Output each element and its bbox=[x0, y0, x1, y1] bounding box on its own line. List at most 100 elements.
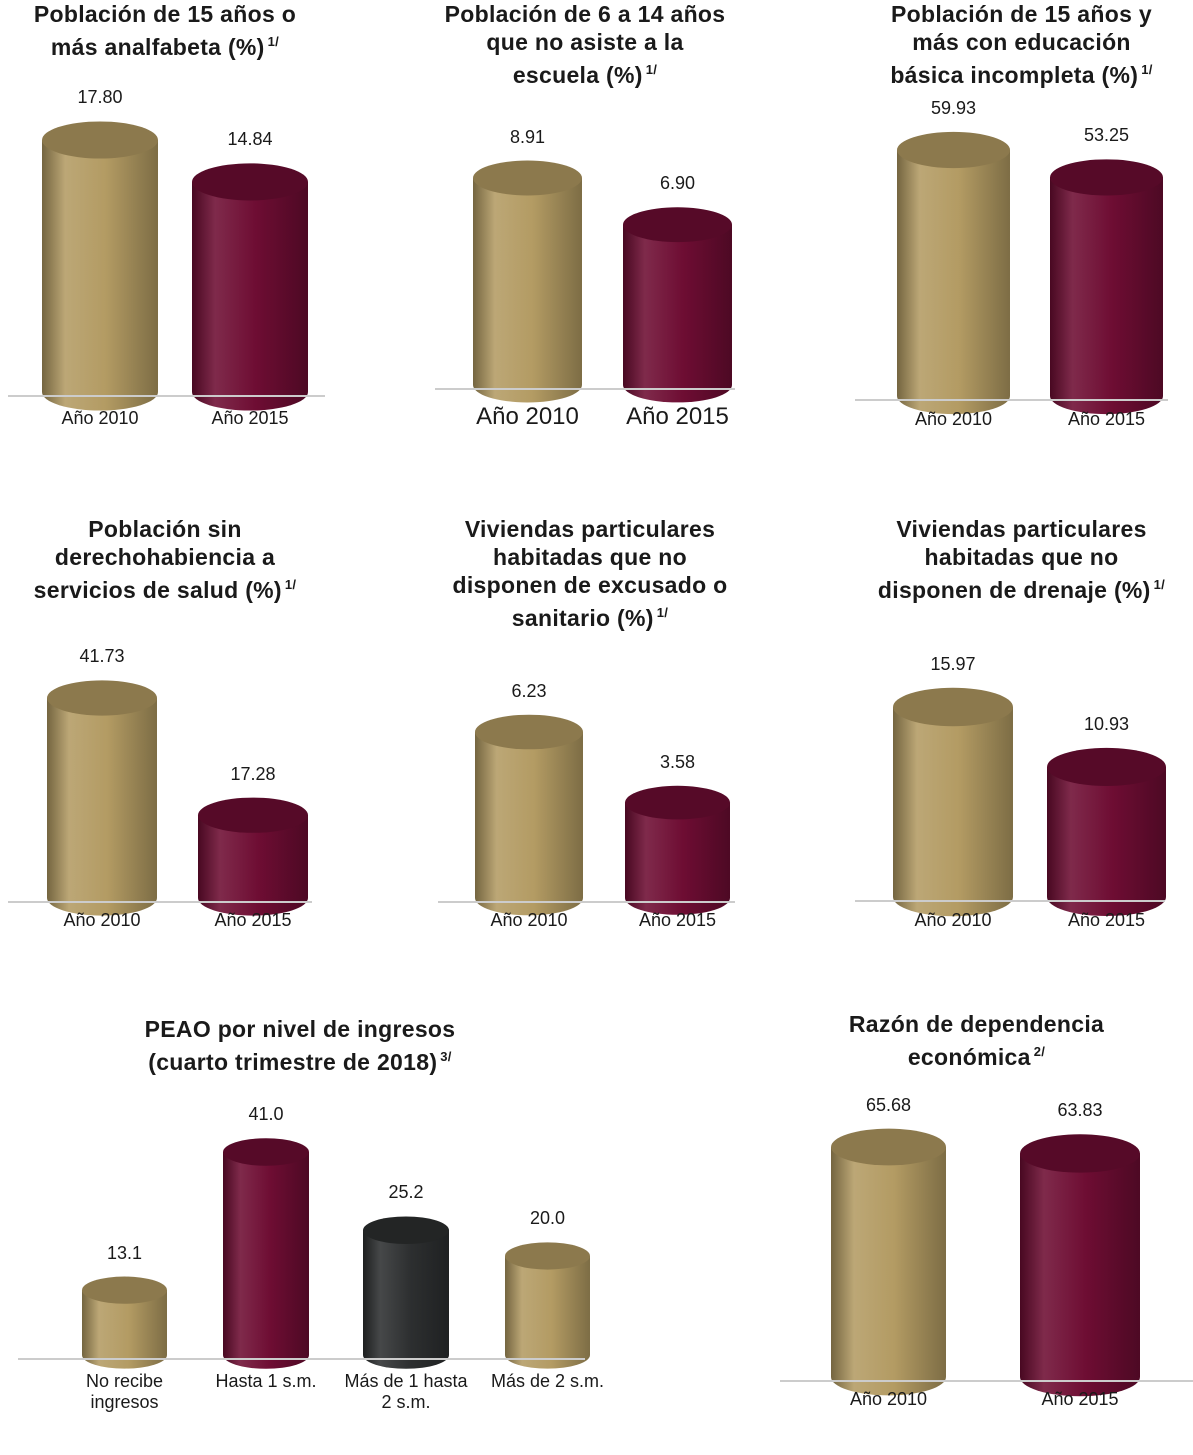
category-label: Año 2010 bbox=[63, 910, 141, 930]
data-label: 13.1 bbox=[106, 1242, 143, 1263]
bar bbox=[893, 687, 1013, 917]
bar-top bbox=[223, 1138, 309, 1166]
chart-no-asiste: Población de 6 a 14 años que no asiste a … bbox=[430, 0, 740, 440]
chart-title-line: que no asiste a la bbox=[430, 28, 740, 56]
bar bbox=[831, 1128, 946, 1396]
category-label: Año 2010 bbox=[490, 910, 568, 930]
category-label: Año 2010 bbox=[61, 408, 139, 428]
category-label: Año 2015 bbox=[626, 403, 729, 430]
data-label: 41.0 bbox=[248, 1104, 284, 1125]
footnote-marker: 1/ bbox=[267, 34, 280, 49]
chart-plot bbox=[780, 1128, 1193, 1397]
chart-title-text: disponen de drenaje (%) bbox=[877, 577, 1151, 603]
chart-plot bbox=[8, 680, 312, 916]
bar-top bbox=[82, 1276, 167, 1304]
bar-body bbox=[625, 802, 730, 915]
bar-top bbox=[192, 163, 308, 201]
data-label: 15.97 bbox=[930, 653, 976, 674]
data-label: 10.93 bbox=[1083, 713, 1130, 734]
chart-title-line: (cuarto trimestre de 2018) 3/ bbox=[0, 1043, 600, 1076]
bar bbox=[1047, 747, 1166, 917]
chart-title: Viviendas particulares habitadas que no di… bbox=[850, 515, 1193, 604]
category-label: Año 2015 bbox=[214, 910, 292, 930]
data-label: 3.58 bbox=[659, 751, 696, 772]
bar-top bbox=[363, 1216, 449, 1244]
bar-top bbox=[831, 1128, 946, 1166]
chart-title-text: más analfabeta (%) bbox=[50, 34, 265, 60]
chart-dependencia: Razón de dependencia económica 2/65.68 Año … bbox=[760, 1010, 1193, 1450]
bar-top bbox=[198, 797, 308, 833]
chart-title-line: habitadas que no bbox=[430, 543, 750, 571]
category-label: Año 2015 bbox=[638, 910, 717, 930]
chart-title-line: Viviendas particulares bbox=[430, 515, 750, 543]
chart-title: Población sin derechohabiencia a servicios… bbox=[0, 515, 330, 604]
bar bbox=[363, 1216, 449, 1369]
bar-top bbox=[897, 131, 1010, 169]
data-label: 17.28 bbox=[230, 763, 276, 784]
chart-title: Población de 15 años o más analfabeta (%)… bbox=[0, 0, 330, 61]
chart-title-line: Población de 6 a 14 años bbox=[430, 0, 740, 28]
bar-body bbox=[831, 1147, 946, 1396]
chart-title-text: (cuarto trimestre de 2018) bbox=[148, 1049, 438, 1075]
bar-body bbox=[82, 1290, 167, 1369]
data-label: 41.73 bbox=[79, 646, 125, 667]
chart-title-text: sanitario (%) bbox=[511, 605, 654, 631]
data-label: 53.25 bbox=[1083, 125, 1130, 146]
bar-body bbox=[1047, 766, 1166, 917]
chart-analfabeta: Población de 15 años o más analfabeta (%)… bbox=[0, 0, 330, 440]
bar-body bbox=[42, 140, 158, 411]
chart-title-text: habitadas que no bbox=[924, 544, 1119, 570]
bar-body bbox=[363, 1230, 449, 1369]
bar bbox=[623, 207, 732, 403]
bar-top bbox=[473, 160, 582, 196]
chart-title-text: que no asiste a la bbox=[486, 29, 684, 55]
chart-title-line: Población de 15 años o bbox=[0, 0, 330, 28]
chart-title-text: escuela (%) bbox=[512, 62, 643, 88]
category-label: Año 2010 bbox=[476, 403, 579, 430]
bar-body bbox=[623, 224, 732, 403]
category-label: Año 2015 bbox=[211, 408, 289, 428]
chart-title-line: habitadas que no bbox=[850, 543, 1193, 571]
category-label: Año 2015 bbox=[1067, 409, 1146, 429]
footnote-marker: 1/ bbox=[1153, 577, 1166, 592]
category-label: Más de 1 hasta 2 s.m. bbox=[344, 1371, 468, 1412]
bar-top bbox=[47, 680, 157, 716]
bar bbox=[192, 163, 308, 411]
bar bbox=[198, 797, 308, 916]
category-label: Hasta 1 s.m. bbox=[215, 1371, 317, 1391]
chart-title-text: Viviendas particulares bbox=[464, 516, 716, 542]
data-label: 14.84 bbox=[227, 129, 273, 150]
chart-title-line: disponen de excusado o bbox=[430, 571, 750, 599]
bar bbox=[42, 121, 158, 411]
chart-title-text: Viviendas particulares bbox=[896, 516, 1147, 542]
chart-title-text: Población sin bbox=[88, 516, 242, 542]
bar bbox=[223, 1138, 309, 1369]
bar-top bbox=[42, 121, 158, 159]
bar-top bbox=[475, 714, 583, 750]
chart-plot bbox=[8, 121, 325, 411]
bar-body bbox=[1050, 177, 1163, 415]
chart-title-text: más con educación bbox=[912, 29, 1131, 55]
chart-title-line: Población de 15 años y bbox=[850, 0, 1193, 28]
footnote-marker: 1/ bbox=[1141, 62, 1153, 77]
bar-body bbox=[223, 1152, 309, 1369]
chart-title: PEAO por nivel de ingresos (cuarto trimes… bbox=[0, 1015, 600, 1076]
chart-title-text: servicios de salud (%) bbox=[33, 577, 282, 603]
chart-title-line: servicios de salud (%) 1/ bbox=[0, 571, 330, 604]
bar bbox=[505, 1242, 590, 1369]
chart-title-line: disponen de drenaje (%) 1/ bbox=[850, 571, 1193, 604]
bar-top bbox=[1047, 747, 1166, 787]
chart-plot bbox=[855, 687, 1166, 917]
bar-body bbox=[893, 707, 1013, 917]
chart-title-line: derechohabiencia a bbox=[0, 543, 330, 571]
bar-body bbox=[198, 815, 308, 916]
data-label: 59.93 bbox=[930, 97, 977, 118]
chart-title-text: Población de 15 años o bbox=[33, 1, 297, 27]
data-label: 20.0 bbox=[529, 1208, 566, 1229]
chart-title-text: derechohabiencia a bbox=[54, 544, 276, 570]
data-label: 6.90 bbox=[659, 173, 696, 194]
chart-title-text: Población de 6 a 14 años bbox=[444, 1, 726, 27]
chart-title: Población de 6 a 14 años que no asiste a … bbox=[430, 0, 740, 89]
chart-plot bbox=[855, 131, 1168, 415]
data-label: 65.68 bbox=[865, 1094, 912, 1115]
